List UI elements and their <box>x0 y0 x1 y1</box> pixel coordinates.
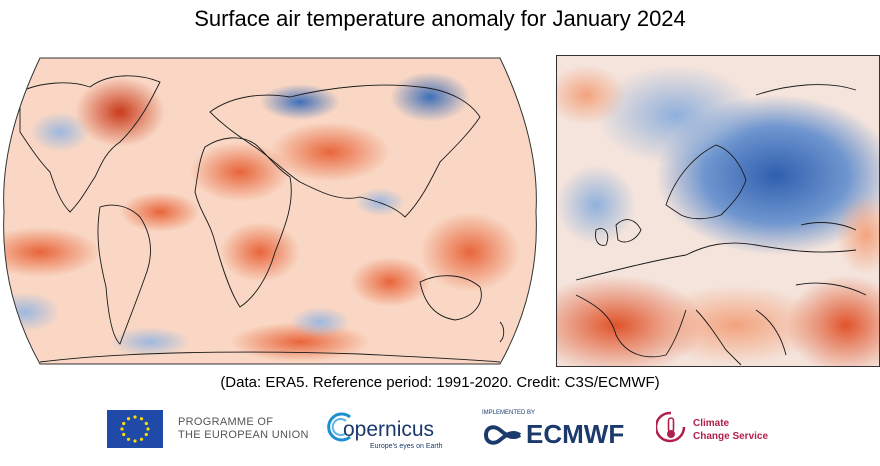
copernicus-wordmark: opernicus <box>343 418 435 441</box>
eu-flag-icon <box>107 410 163 448</box>
coastlines <box>19 75 505 363</box>
globe-outline <box>3 57 537 365</box>
data-credit: (Data: ERA5. Reference period: 1991-2020… <box>220 374 660 391</box>
eu-line-2: THE EUROPEAN UNION <box>178 429 309 441</box>
copernicus-logo-icon <box>327 412 351 442</box>
ecmwf-wordmark: ECMWF <box>526 419 625 449</box>
europe-coastlines <box>575 84 867 366</box>
world-anomaly-map <box>3 57 537 365</box>
c3s-label: Climate Change Service <box>693 417 768 443</box>
europe-anomaly-field <box>556 55 880 367</box>
europe-anomaly-map <box>556 55 880 367</box>
ecmwf-logo-icon <box>484 425 522 445</box>
implemented-by-label: IMPLEMENTED BY <box>482 410 536 416</box>
c3s-line-2: Change Service <box>693 431 769 442</box>
copernicus-tagline: Europe's eyes on Earth <box>370 443 443 450</box>
world-anomaly-field <box>3 58 537 364</box>
map-title: Surface air temperature anomaly for Janu… <box>194 6 686 31</box>
c3s-line-1: Climate <box>693 418 730 429</box>
thermometer-icon <box>656 411 686 443</box>
eu-programme-text: PROGRAMME OF THE EUROPEAN UNION <box>178 416 309 442</box>
eu-line-1: PROGRAMME OF <box>178 416 274 428</box>
